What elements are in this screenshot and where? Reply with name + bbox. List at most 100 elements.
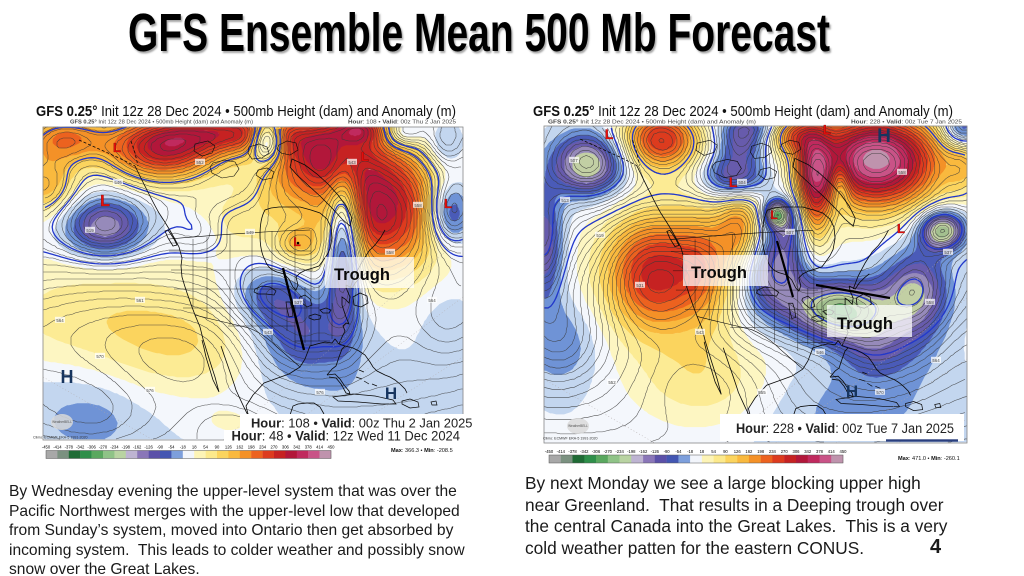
svg-text:18: 18 [192,444,197,449]
svg-text:-54: -54 [675,449,682,454]
svg-text:561: 561 [136,298,144,303]
svg-text:L: L [444,196,452,211]
svg-text:414: 414 [316,444,324,449]
svg-text:519: 519 [596,233,604,238]
svg-text:564: 564 [56,318,64,323]
svg-text:558: 558 [898,170,906,175]
svg-text:H: H [61,367,74,387]
svg-text:H: H [846,382,858,401]
svg-text:564: 564 [932,358,940,363]
svg-text:504: 504 [738,180,746,185]
svg-text:WeatherBELL: WeatherBELL [568,424,588,428]
svg-text:54: 54 [711,449,716,454]
svg-text:570: 570 [96,354,104,359]
svg-text:519: 519 [86,228,94,233]
svg-text:H: H [385,384,397,403]
svg-text:378: 378 [816,449,824,454]
svg-text:558: 558 [386,250,394,255]
svg-text:552: 552 [196,160,204,165]
svg-text:270: 270 [271,444,279,449]
svg-text:555: 555 [758,390,766,395]
svg-text:546: 546 [816,350,824,355]
svg-text:90: 90 [723,449,728,454]
svg-text:-270: -270 [99,444,108,449]
svg-text:-342: -342 [76,444,85,449]
svg-text:549: 549 [246,230,254,235]
svg-text:234: 234 [259,444,267,449]
svg-text:507: 507 [786,230,794,235]
svg-text:-414: -414 [53,444,62,449]
svg-text:543: 543 [696,330,704,335]
svg-text:198: 198 [757,449,765,454]
svg-text:543: 543 [348,160,356,165]
svg-text:Hour: 48 • Valid: 12z Wed 11 D: Hour: 48 • Valid: 12z Wed 11 Dec 2024 [232,429,461,444]
svg-text:-342: -342 [580,449,589,454]
svg-text:378: 378 [305,444,313,449]
svg-text:537: 537 [294,300,302,305]
svg-text:90: 90 [215,444,220,449]
svg-text:Hour: 228 • Valid: 00z Tue 7 J: Hour: 228 • Valid: 00z Tue 7 Jan 2025 [851,120,962,126]
svg-text:450: 450 [840,449,848,454]
svg-text:GFS 0.25° Init 12z 28 Dec 2024: GFS 0.25° Init 12z 28 Dec 2024 • 500mb H… [548,120,756,126]
svg-text:513: 513 [561,198,569,203]
svg-text:342: 342 [804,449,812,454]
svg-text:-306: -306 [87,444,96,449]
svg-text:-306: -306 [592,449,601,454]
svg-text:552: 552 [608,380,616,385]
svg-text:414: 414 [828,449,836,454]
svg-text:Max: 366.3 • Min: -208.5: Max: 366.3 • Min: -208.5 [391,448,453,454]
svg-text:234: 234 [769,449,777,454]
svg-text:Trough: Trough [691,264,747,282]
svg-text:558: 558 [414,203,422,208]
svg-text:L: L [770,208,777,222]
svg-text:Hour: 228 • Valid: 00z Tue 7 J: Hour: 228 • Valid: 00z Tue 7 Jan 2025 [736,421,954,436]
svg-text:Max: 471.0 • Min: -260.1: Max: 471.0 • Min: -260.1 [898,456,960,462]
svg-text:-18: -18 [687,449,694,454]
svg-text:-450: -450 [42,444,51,449]
svg-text:Hour: 108 • Valid: 00z Thu 2 J: Hour: 108 • Valid: 00z Thu 2 Jan 2025 [251,416,473,431]
svg-text:Climo: ECMWF ERA-5 1991-2020: Climo: ECMWF ERA-5 1991-2020 [543,437,598,441]
svg-text:576: 576 [146,388,154,393]
svg-text:546: 546 [114,180,122,185]
svg-text:-90: -90 [664,449,671,454]
svg-text:564: 564 [428,298,436,303]
svg-text:-198: -198 [627,449,636,454]
svg-text:Hour: 108 • Valid: 00z Thu 2 J: Hour: 108 • Valid: 00z Thu 2 Jan 2025 [348,120,456,126]
svg-text:126: 126 [225,444,233,449]
svg-text:-198: -198 [122,444,131,449]
svg-text:L: L [823,122,831,137]
svg-text:L: L [361,149,369,164]
svg-text:Trough: Trough [334,266,390,284]
svg-text:570: 570 [876,390,884,395]
svg-text:-18: -18 [180,444,187,449]
svg-text:342: 342 [293,444,301,449]
svg-text:Climo: ECMWF ERA-5 1991-2020: Climo: ECMWF ERA-5 1991-2020 [33,436,88,440]
svg-text:162: 162 [745,449,753,454]
svg-text:-54: -54 [168,444,175,449]
svg-text:54: 54 [203,444,208,449]
svg-text:GFS 0.25° Init 12z 28 Dec 2024: GFS 0.25° Init 12z 28 Dec 2024 • 500mb H… [533,104,953,120]
svg-text:-90: -90 [157,444,164,449]
svg-text:L: L [293,235,300,249]
svg-text:306: 306 [282,444,290,449]
svg-text:L: L [897,221,905,236]
svg-text:531: 531 [636,283,644,288]
svg-text:H: H [877,126,891,147]
svg-text:270: 270 [781,449,789,454]
svg-text:-162: -162 [639,449,648,454]
svg-text:507: 507 [570,158,578,163]
svg-text:L: L [113,140,121,155]
svg-text:543: 543 [264,330,272,335]
svg-text:198: 198 [248,444,256,449]
svg-text:-162: -162 [133,444,142,449]
svg-text:-450: -450 [545,449,554,454]
svg-text:L: L [729,174,738,190]
svg-text:576: 576 [316,390,324,395]
svg-text:WeatherBELL: WeatherBELL [52,420,72,424]
svg-text:GFS 0.25° Init 12z 28 Dec 2024: GFS 0.25° Init 12z 28 Dec 2024 • 500mb H… [70,120,253,126]
svg-text:L: L [605,126,614,142]
svg-text:-378: -378 [65,444,74,449]
svg-text:GFS Ensemble Mean 500 Mb Forec: GFS Ensemble Mean 500 Mb Forecast [128,3,830,63]
svg-text:162: 162 [236,444,244,449]
svg-text:-234: -234 [615,449,624,454]
